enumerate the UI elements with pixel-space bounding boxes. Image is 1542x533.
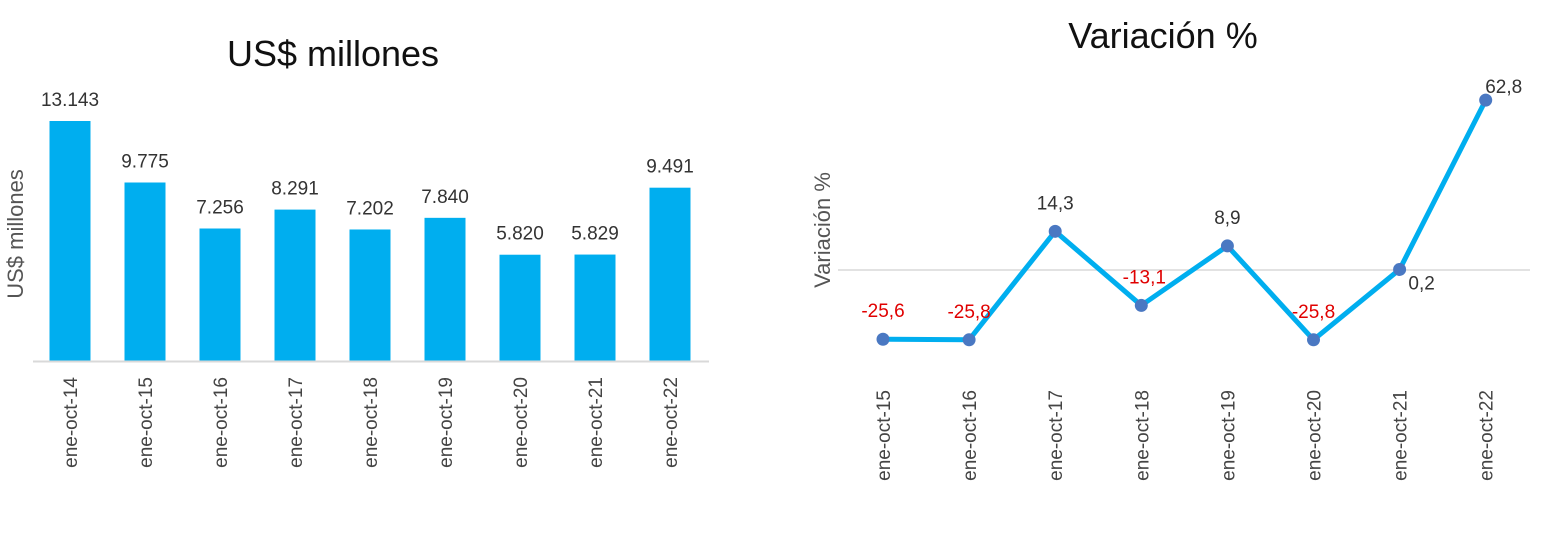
bar-x-tick-label: ene-oct-19	[436, 377, 457, 468]
line-chart-x-ticks: ene-oct-15 ene-oct-16 ene-oct-17 ene-oct-18…	[874, 390, 1498, 481]
line-point	[1393, 262, 1407, 276]
line-point	[1479, 93, 1493, 107]
line-x-tick-label: ene-oct-18	[1132, 390, 1153, 481]
line-chart: Variación % Variación % -25,6 -25,8 14,3 -1…	[810, 15, 1530, 481]
line-data-label: -13,1	[1123, 267, 1166, 288]
line-data-label: -25,6	[861, 301, 904, 322]
line-x-tick-label: ene-oct-20	[1305, 390, 1326, 481]
line-data-label: 8,9	[1214, 208, 1240, 229]
line-x-tick-label: ene-oct-21	[1391, 390, 1412, 481]
bar-data-label: 5.820	[496, 224, 544, 245]
line-point	[962, 333, 976, 347]
bar-data-label: 7.202	[346, 198, 394, 219]
bar	[199, 228, 241, 361]
line-point	[876, 332, 890, 346]
line-x-tick-label: ene-oct-15	[874, 390, 895, 481]
line-series-path	[882, 98, 1488, 343]
bar-chart-x-ticks: ene-oct-14 ene-oct-15 ene-oct-16 ene-oct-17…	[61, 377, 682, 468]
line-data-label: 62,8	[1485, 77, 1522, 98]
bar-data-label: 9.775	[121, 152, 169, 173]
bar-data-label: 8.291	[271, 179, 319, 200]
bar	[124, 182, 166, 361]
bar-x-tick-label: ene-oct-20	[511, 377, 532, 468]
bar-x-tick-label: ene-oct-22	[661, 377, 682, 468]
line-x-tick-label: ene-oct-22	[1477, 390, 1498, 481]
bar	[274, 209, 316, 361]
bar-x-tick-label: ene-oct-17	[286, 377, 307, 468]
line-data-label: 14,3	[1037, 193, 1074, 214]
line-x-tick-label: ene-oct-17	[1046, 390, 1067, 481]
bar-data-label: 7.840	[421, 187, 469, 208]
bar-data-label: 13.143	[41, 90, 99, 111]
line-data-label: -25,8	[947, 302, 990, 323]
bar	[349, 229, 391, 361]
bar-x-tick-label: ene-oct-14	[61, 377, 82, 468]
line-chart-y-axis-label: Variación %	[810, 172, 835, 288]
line-point	[1048, 224, 1062, 238]
bar	[649, 187, 691, 361]
bar-x-tick-label: ene-oct-21	[586, 377, 607, 468]
line-point	[1307, 333, 1320, 347]
bar-chart-y-axis-label: US$ millones	[3, 169, 28, 299]
bar-chart: US$ millones US$ millones 13.143 9.775 7.2…	[3, 33, 709, 468]
line-marks: -25,6 -25,8 14,3 -13,1 8,9 -25,8 0,2 62,8	[861, 77, 1522, 347]
line-data-label: 0,2	[1408, 273, 1434, 294]
bar-x-tick-label: ene-oct-18	[361, 377, 382, 468]
bar-x-tick-label: ene-oct-15	[136, 377, 157, 468]
bar	[499, 254, 541, 361]
line-data-label: -25,8	[1292, 302, 1335, 323]
bar-marks: 13.143 9.775 7.256 8.291 7.202 7.840 5.820 5.82…	[41, 90, 694, 361]
bar	[574, 254, 616, 361]
line-point	[1134, 298, 1148, 312]
bar-data-label: 9.491	[646, 157, 694, 178]
line-point	[1220, 239, 1234, 253]
line-x-tick-label: ene-oct-16	[960, 390, 981, 481]
bar-data-label: 5.829	[571, 224, 619, 245]
bar	[49, 121, 91, 361]
bar-data-label: 7.256	[196, 198, 244, 219]
bar	[424, 217, 466, 361]
line-x-tick-label: ene-oct-19	[1218, 390, 1239, 481]
bar-chart-title: US$ millones	[227, 33, 439, 74]
line-chart-title: Variación %	[1068, 15, 1257, 56]
bar-x-tick-label: ene-oct-16	[211, 377, 232, 468]
